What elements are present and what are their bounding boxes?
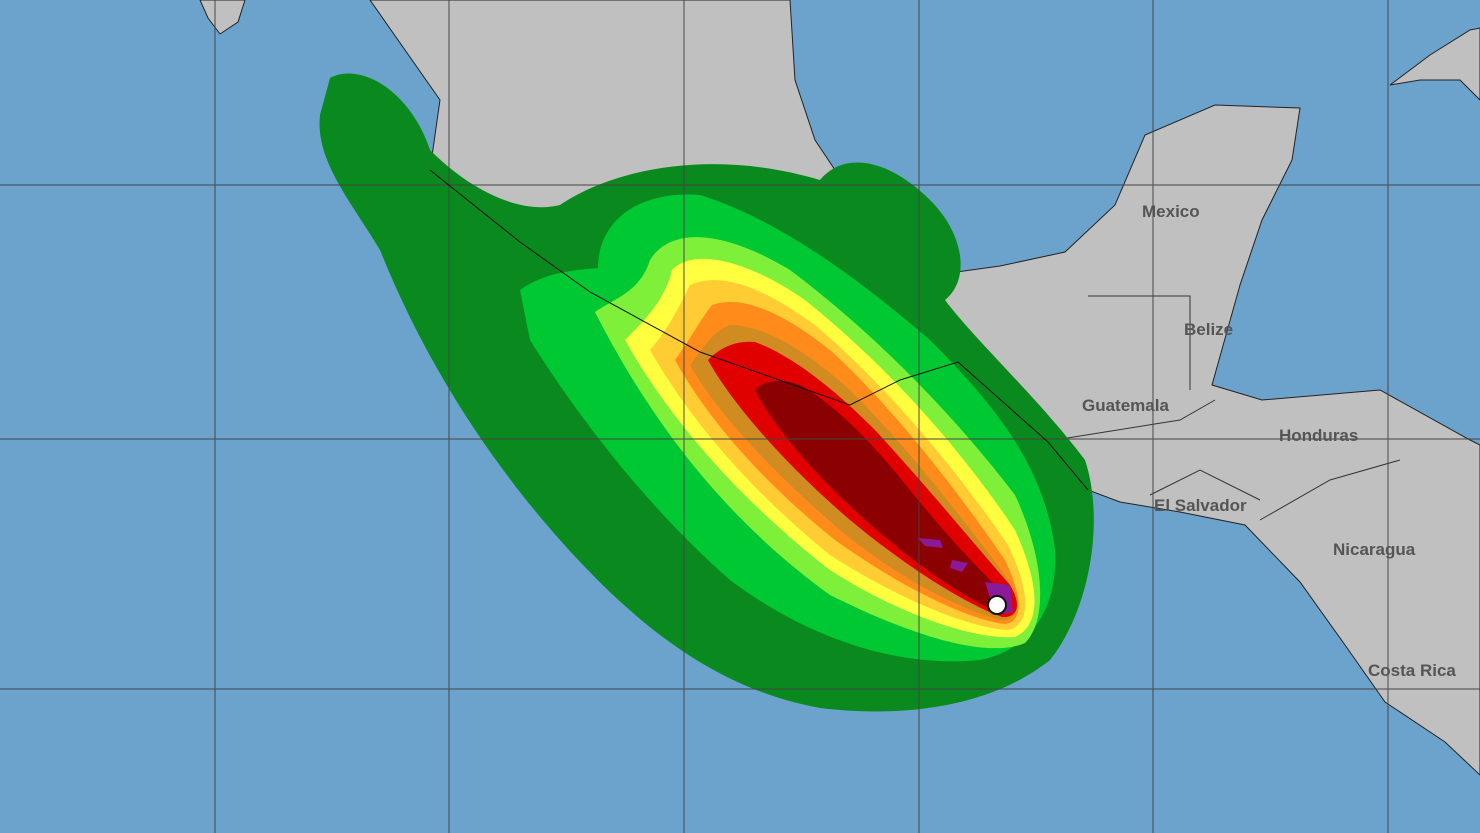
label-mexico: Mexico bbox=[1142, 202, 1200, 221]
label-honduras: Honduras bbox=[1279, 426, 1359, 445]
label-costa-rica: Costa Rica bbox=[1368, 661, 1456, 680]
label-nicaragua: Nicaragua bbox=[1333, 540, 1416, 559]
storm-center-marker[interactable] bbox=[987, 595, 1007, 615]
land-baja-tip bbox=[199, 0, 246, 35]
coastline bbox=[429, 169, 1089, 491]
borders bbox=[1054, 295, 1401, 521]
label-belize: Belize bbox=[1184, 320, 1234, 339]
label-el-salvador: El Salvador bbox=[1154, 496, 1247, 515]
label-guatemala: Guatemala bbox=[1082, 396, 1169, 415]
land-cuba bbox=[1389, 27, 1480, 101]
